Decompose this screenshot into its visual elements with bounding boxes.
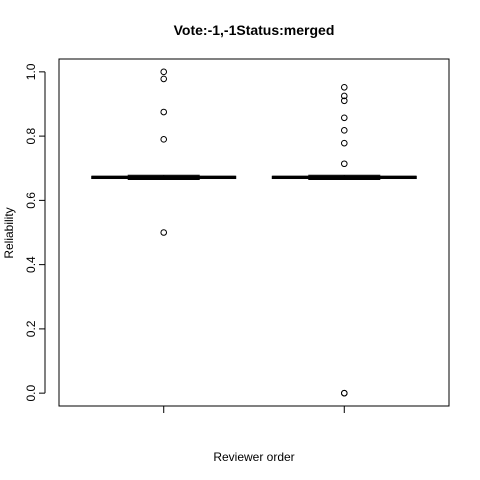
y-tick-label: 0.6 xyxy=(24,192,38,209)
box-series xyxy=(271,83,417,397)
y-tick-label: 0.2 xyxy=(24,320,38,337)
x-axis xyxy=(163,406,345,413)
outlier-point xyxy=(340,83,348,91)
outlier-point xyxy=(160,75,168,83)
outlier-point xyxy=(340,114,348,122)
y-tick-label: 0.0 xyxy=(24,384,38,401)
box-series xyxy=(91,68,237,236)
outlier-point xyxy=(340,97,348,105)
outlier-point xyxy=(160,68,168,76)
box-group xyxy=(91,68,417,397)
y-tick-label: 0.4 xyxy=(24,256,38,273)
outlier-point xyxy=(340,92,348,100)
y-axis-label: Reliability xyxy=(2,207,16,258)
outlier-point xyxy=(340,139,348,147)
x-axis-label: Reviewer order xyxy=(213,450,294,464)
y-tick-label: 1.0 xyxy=(24,63,38,80)
outlier-point xyxy=(340,160,348,168)
outlier-point xyxy=(340,389,348,397)
outlier-point xyxy=(340,127,348,134)
plot-frame xyxy=(58,58,450,407)
outlier-point xyxy=(160,108,168,116)
y-tick-label: 0.8 xyxy=(24,127,38,144)
outlier-point xyxy=(160,136,168,143)
chart-title: Vote:-1,-1Status:merged xyxy=(174,22,335,38)
y-axis: 0.0 0.2 0.4 0.6 0.8 1.0 xyxy=(24,63,46,401)
outlier-point xyxy=(160,229,168,236)
